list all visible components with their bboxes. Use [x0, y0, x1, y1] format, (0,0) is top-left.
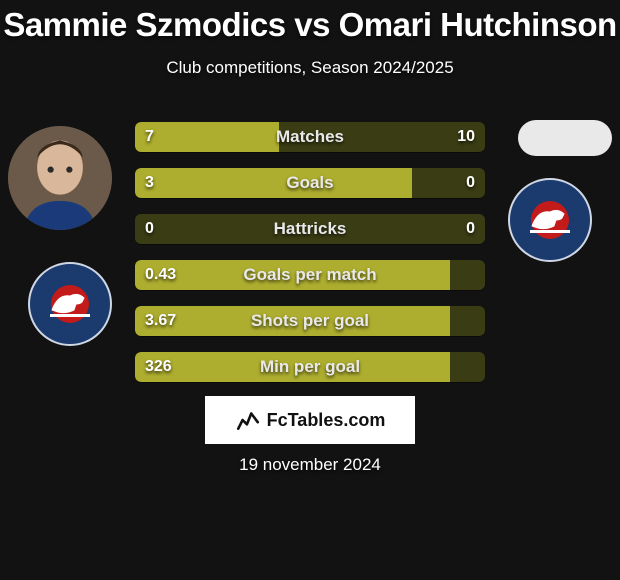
player1-avatar [8, 126, 112, 230]
stat-label: Matches [135, 122, 485, 152]
stat-row: 3.67Shots per goal [135, 306, 485, 336]
player1-club-crest [28, 262, 112, 346]
club-crest-icon [40, 274, 100, 334]
club-crest-icon [520, 190, 580, 250]
page-subtitle: Club competitions, Season 2024/2025 [0, 58, 620, 78]
site-badge: FcTables.com [205, 396, 415, 444]
site-badge-text: FcTables.com [267, 410, 386, 431]
player-silhouette-icon [8, 126, 112, 230]
stat-label: Goals [135, 168, 485, 198]
page-title: Sammie Szmodics vs Omari Hutchinson [0, 0, 620, 44]
fctables-logo-icon [235, 407, 261, 433]
player2-avatar [518, 120, 612, 156]
player2-club-crest [508, 178, 592, 262]
stat-row: 00Hattricks [135, 214, 485, 244]
stat-row: 30Goals [135, 168, 485, 198]
stat-row: 326Min per goal [135, 352, 485, 382]
comparison-chart: 710Matches 30Goals 00Hattricks 0.43Goals pe… [135, 122, 485, 398]
stat-label: Shots per goal [135, 306, 485, 336]
stat-label: Min per goal [135, 352, 485, 382]
stat-row: 710Matches [135, 122, 485, 152]
stat-label: Goals per match [135, 260, 485, 290]
stat-label: Hattricks [135, 214, 485, 244]
stat-row: 0.43Goals per match [135, 260, 485, 290]
snapshot-date: 19 november 2024 [0, 455, 620, 475]
